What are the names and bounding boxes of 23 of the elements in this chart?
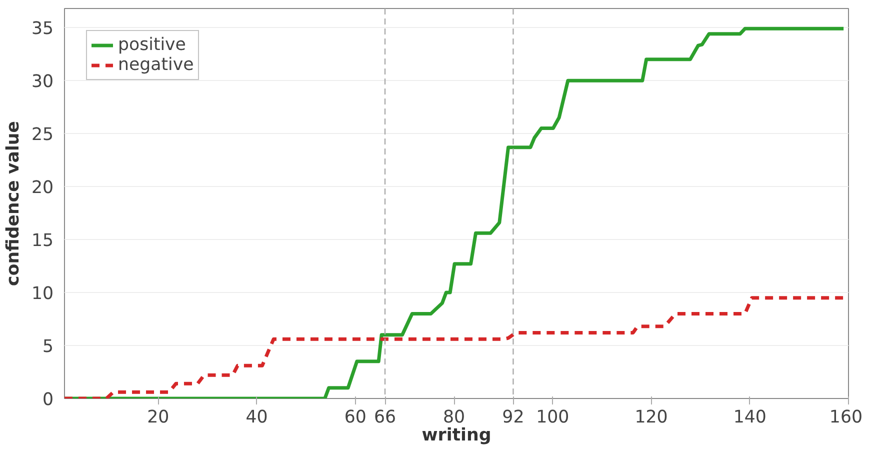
x-tick-label: 92 [502, 408, 524, 428]
x-tick-label: 66 [374, 408, 396, 428]
y-tick-label: 25 [31, 125, 54, 146]
y-tick-label: 30 [31, 72, 54, 92]
x-tick-label: 100 [536, 408, 570, 428]
x-tick-label: 140 [733, 408, 766, 428]
x-tick-label: 80 [443, 408, 466, 428]
y-tick-label: 5 [42, 337, 54, 358]
x-tick-label: 160 [829, 408, 863, 428]
line-series [64, 296, 846, 398]
y-tick-label: 10 [31, 284, 54, 304]
legend-label: positive [118, 35, 186, 55]
x-axis-title: writing [422, 426, 492, 446]
x-tick-label: 20 [147, 408, 170, 428]
legend-label: negative [118, 55, 194, 75]
y-axis-title: confidence value [3, 121, 24, 286]
y-tick-label: 35 [31, 19, 54, 40]
y-tick-label: 0 [42, 390, 54, 410]
x-tick-label: 60 [344, 408, 366, 428]
y-tick-label: 20 [31, 178, 54, 198]
x-tick-label: 120 [634, 408, 668, 428]
y-tick-label: 15 [31, 231, 54, 252]
x-tick-label: 40 [246, 408, 268, 428]
